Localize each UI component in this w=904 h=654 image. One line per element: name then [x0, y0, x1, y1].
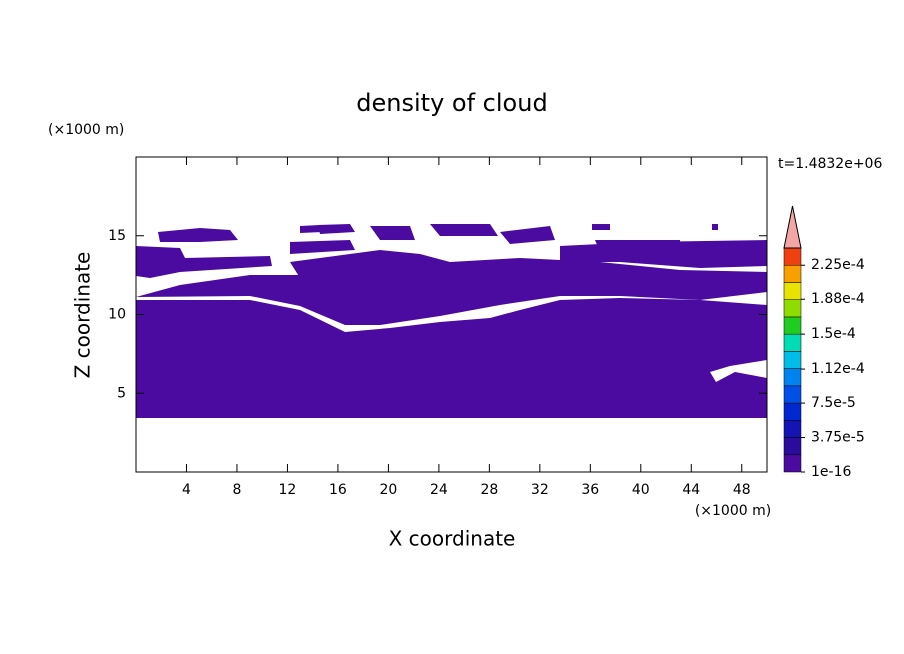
colorbar-band	[783, 420, 802, 438]
x-tick-label: 28	[480, 482, 498, 498]
colorbar-extension	[783, 205, 802, 249]
colorbar-label: 3.75e-5	[811, 430, 865, 446]
colorbar-label: 1.5e-4	[811, 326, 856, 342]
y-axis-label: Z coordinate	[71, 252, 95, 379]
colorbar-label: 1e-16	[811, 464, 851, 480]
x-tick-label: 32	[531, 482, 549, 498]
x-tick-label: 36	[581, 482, 599, 498]
colorbar-band	[783, 454, 802, 473]
colorbar-band	[783, 368, 802, 387]
colorbar-band	[783, 282, 802, 300]
x-tick-label: 4	[182, 482, 191, 498]
colorbar-band	[783, 351, 802, 369]
colorbar-band	[783, 264, 802, 283]
x-tick-label: 24	[430, 482, 448, 498]
colorbar-band	[783, 247, 802, 266]
colorbar-band	[783, 437, 802, 456]
x-tick-label: 12	[279, 482, 297, 498]
x-tick-label: 20	[379, 482, 397, 498]
colorbar-band	[783, 299, 802, 318]
y-unit: (×1000 m)	[48, 122, 124, 138]
x-axis-label: X coordinate	[389, 527, 516, 551]
x-unit: (×1000 m)	[695, 503, 771, 519]
colorbar-label: 7.5e-5	[811, 395, 856, 411]
x-tick-label: 8	[232, 482, 241, 498]
contour-field	[136, 224, 767, 418]
colorbar-label: 1.88e-4	[811, 291, 865, 307]
colorbar-band	[783, 402, 802, 421]
y-tick-label: 10	[108, 307, 126, 323]
y-tick-label: 15	[108, 228, 126, 244]
x-tick-label: 40	[632, 482, 650, 498]
y-tick-label: 5	[117, 385, 126, 401]
colorbar-label: 1.12e-4	[811, 361, 865, 377]
time-label: t=1.4832e+06	[778, 156, 882, 172]
colorbar-band	[783, 316, 802, 335]
chart-title: density of cloud	[356, 89, 547, 117]
x-tick-label: 44	[682, 482, 700, 498]
x-tick-label: 48	[733, 482, 751, 498]
colorbar-label: 2.25e-4	[811, 257, 865, 273]
colorbar-band	[783, 385, 802, 404]
x-tick-label: 16	[329, 482, 347, 498]
colorbar-band	[783, 333, 802, 352]
